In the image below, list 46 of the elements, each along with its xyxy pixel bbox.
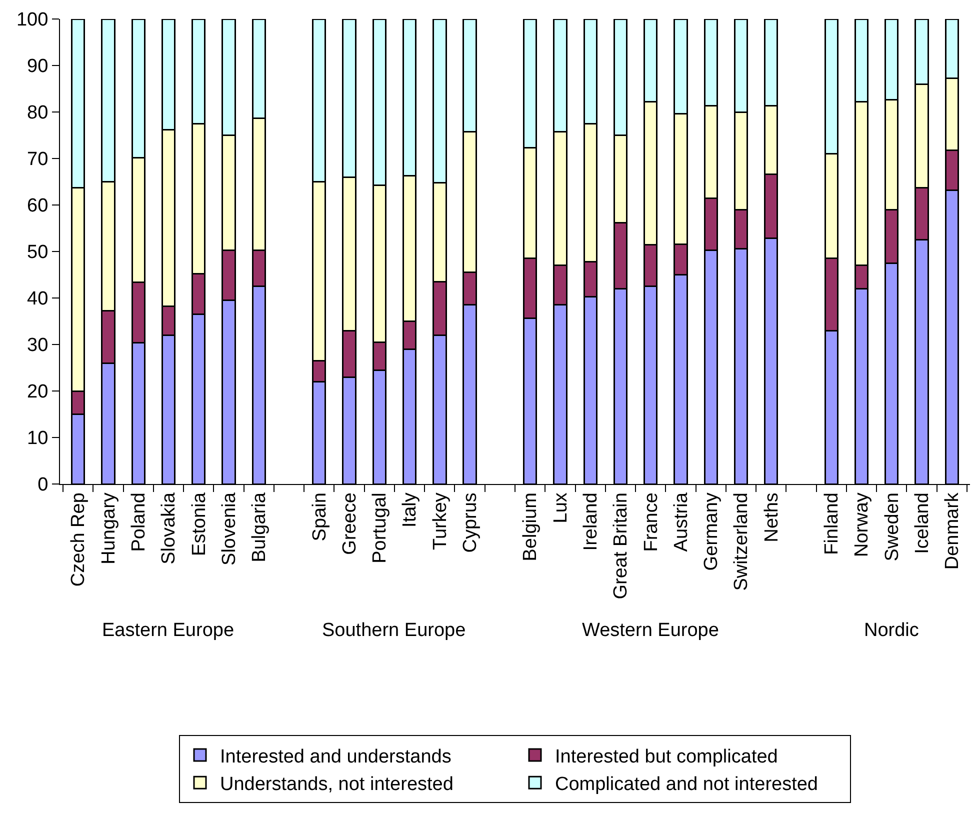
x-tick-label: France xyxy=(640,492,662,552)
y-tick-label: 20 xyxy=(27,382,48,403)
y-tick-label: 40 xyxy=(27,288,48,310)
x-tick-label: Slovenia xyxy=(218,492,240,566)
y-tick-label: 30 xyxy=(27,335,48,356)
x-tick-label: Portugal xyxy=(370,492,391,564)
x-tick-label: Greece xyxy=(339,492,360,555)
text: Western Europe xyxy=(582,620,719,641)
x-tick-label: Slovakia xyxy=(158,492,180,564)
x-tick-label: Neths xyxy=(761,492,782,542)
y-tick-label: 70 xyxy=(27,149,48,170)
text: Southern Europe xyxy=(322,620,466,641)
y-tick-label: 10 xyxy=(27,428,48,450)
x-tick-label: Ireland xyxy=(580,492,602,551)
y-tick-label: 100 xyxy=(16,10,48,31)
x-tick-label: Estonia xyxy=(188,492,210,556)
x-tick-label: Austria xyxy=(670,492,692,552)
x-tick-label: Lux xyxy=(550,492,572,524)
legend-label: Interested and understands xyxy=(220,746,452,768)
x-tick-label: Turkey xyxy=(430,492,451,550)
x-tick-label: Poland xyxy=(128,492,150,552)
x-tick-label: Switzerland xyxy=(731,492,752,591)
y-tick-label: 90 xyxy=(27,56,48,78)
legend-label: Interested but complicated xyxy=(555,746,778,768)
text: Nordic xyxy=(864,620,919,641)
x-tick-label: Germany xyxy=(701,492,722,571)
y-tick-label: 80 xyxy=(27,102,48,124)
x-tick-label: Sweden xyxy=(882,492,903,562)
text: Eastern Europe xyxy=(102,620,234,641)
x-tick-label: Norway xyxy=(852,492,873,558)
x-tick-label: Iceland xyxy=(912,492,933,554)
y-tick-label: 60 xyxy=(27,196,48,217)
x-tick-label: Czech Rep xyxy=(68,492,90,587)
x-tick-label: Italy xyxy=(400,492,421,528)
legend-label: Complicated and not interested xyxy=(555,774,818,796)
legend-label: Understands, not interested xyxy=(220,774,454,796)
x-tick-label: Bulgaria xyxy=(249,492,270,562)
y-tick-label: 0 xyxy=(38,474,48,496)
x-tick-label: Finland xyxy=(822,492,843,555)
y-tick-label: 50 xyxy=(27,242,48,264)
x-tick-label: Belgium xyxy=(520,492,542,562)
x-tick-label: Cyprus xyxy=(460,492,481,553)
x-tick-label: Great Britain xyxy=(610,492,632,600)
x-tick-label: Denmark xyxy=(942,492,964,570)
x-tick-label: Spain xyxy=(309,492,330,542)
x-tick-label: Hungary xyxy=(98,492,120,564)
